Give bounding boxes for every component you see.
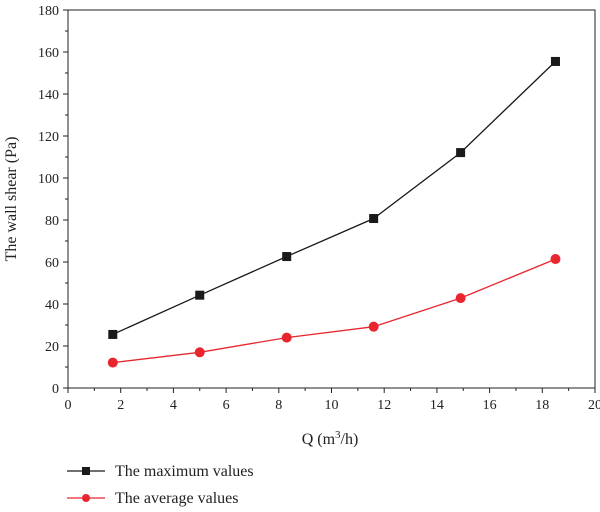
data-point-average bbox=[281, 332, 292, 343]
plot-frame bbox=[67, 9, 596, 389]
legend-item-maximum: The maximum values bbox=[67, 463, 254, 480]
x-tick-label: 8 bbox=[275, 398, 282, 413]
data-point-average bbox=[368, 321, 379, 332]
data-point-average bbox=[550, 254, 561, 265]
data-point-maximum bbox=[456, 148, 466, 158]
x-tick-label: 0 bbox=[65, 398, 72, 413]
data-point-average bbox=[107, 357, 118, 368]
data-point-maximum bbox=[369, 214, 379, 224]
y-axis: 0 20 40 60 80 100 120 140 160 180 bbox=[38, 4, 68, 397]
y-tick-label: 120 bbox=[38, 130, 59, 145]
series-line-average bbox=[112, 258, 556, 364]
y-tick-label: 80 bbox=[45, 214, 59, 229]
y-tick-label: 100 bbox=[38, 172, 59, 187]
x-tick-label: 4 bbox=[170, 398, 177, 413]
legend-marker-average bbox=[82, 494, 90, 502]
data-point-maximum bbox=[195, 290, 205, 300]
y-tick-label: 180 bbox=[38, 4, 59, 19]
legend-label-average: The average values bbox=[115, 490, 238, 507]
y-tick-label: 140 bbox=[38, 88, 59, 103]
y-tick-label: 0 bbox=[52, 382, 59, 397]
x-tick-label: 16 bbox=[483, 398, 497, 413]
x-tick-label: 12 bbox=[377, 398, 391, 413]
data-point-maximum bbox=[550, 56, 560, 66]
x-tick-label: 6 bbox=[223, 398, 230, 413]
x-tick-label: 20 bbox=[588, 398, 600, 413]
series-line-maximum bbox=[112, 60, 556, 335]
data-point-maximum bbox=[282, 252, 292, 262]
x-tick-label: 18 bbox=[535, 398, 549, 413]
legend-marker-maximum bbox=[82, 467, 90, 475]
y-tick-label: 60 bbox=[45, 256, 59, 271]
x-tick-label: 2 bbox=[117, 398, 124, 413]
y-tick-label: 40 bbox=[45, 298, 59, 313]
series-layer bbox=[107, 56, 561, 368]
y-tick-label: 160 bbox=[38, 46, 59, 61]
legend: The maximum values The average values bbox=[67, 463, 254, 507]
data-point-average bbox=[194, 347, 205, 358]
data-point-maximum bbox=[108, 329, 118, 339]
data-point-average bbox=[455, 293, 466, 304]
legend-label-maximum: The maximum values bbox=[115, 463, 254, 480]
x-axis: 0 2 4 6 8 10 12 14 16 18 20 bbox=[65, 388, 600, 413]
plot-border bbox=[67, 9, 596, 389]
legend-item-average: The average values bbox=[67, 490, 238, 507]
x-axis-title: Q (m3/h) bbox=[302, 429, 359, 448]
y-tick-label: 20 bbox=[45, 340, 59, 355]
x-tick-label: 14 bbox=[430, 398, 444, 413]
x-tick-label: 10 bbox=[325, 398, 339, 413]
y-axis-title: The wall shear (Pa) bbox=[3, 137, 20, 262]
